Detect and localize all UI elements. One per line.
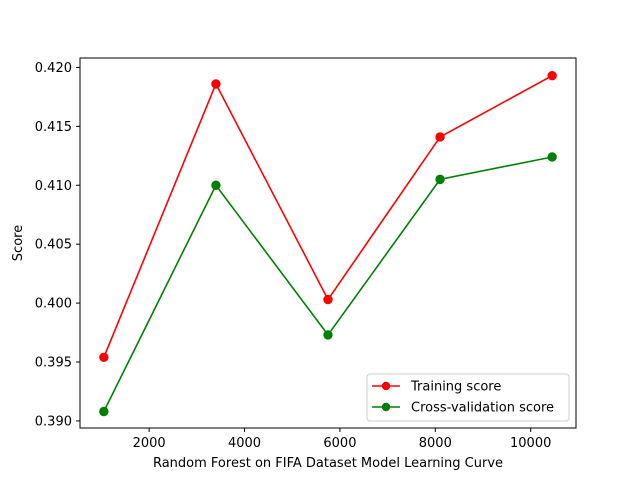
y-axis: 0.390 0.395 0.400 0.405 0.410 0.415 0.420 <box>35 61 80 429</box>
series-1-point <box>99 352 109 362</box>
y-tick-label: 0.390 <box>35 414 72 429</box>
x-tick-label: 10000 <box>510 436 551 451</box>
plot-frame <box>79 57 577 429</box>
legend-label-2: Cross-validation score <box>411 401 554 416</box>
series-2-point <box>435 174 445 185</box>
series-2-point <box>323 330 333 340</box>
y-tick-label: 0.420 <box>35 61 72 76</box>
series-1-point <box>211 79 221 89</box>
x-tick-label: 6000 <box>323 436 356 451</box>
y-axis-label: Score <box>11 225 26 261</box>
legend-box <box>366 373 570 422</box>
y-tick-label: 0.395 <box>35 356 72 371</box>
series-2-point <box>211 180 221 190</box>
x-tick-label: 8000 <box>419 436 452 451</box>
y-tick-label: 0.415 <box>35 120 72 135</box>
series-layer <box>99 70 557 417</box>
y-tick-label: 0.400 <box>35 297 72 312</box>
x-axis: 2000 4000 6000 8000 10000 <box>133 428 551 451</box>
series-2-point <box>547 152 557 162</box>
plot-area <box>80 58 576 428</box>
series-1-point <box>435 132 445 142</box>
x-tick-label: 2000 <box>133 436 166 451</box>
y-tick-label: 0.410 <box>35 179 72 194</box>
legend-label-1: Training score <box>410 380 501 395</box>
series-1-point <box>323 294 333 305</box>
series-1-point <box>547 70 557 81</box>
legend: Training score Cross-validation score <box>366 373 570 422</box>
y-tick-label: 0.405 <box>35 238 72 253</box>
legend-marker-1 <box>381 381 391 391</box>
series-2-point <box>99 406 109 417</box>
x-tick-label: 4000 <box>228 436 261 451</box>
legend-marker-2 <box>381 402 391 412</box>
x-axis-label: Random Forest on FIFA Dataset Model Lear… <box>153 456 503 471</box>
